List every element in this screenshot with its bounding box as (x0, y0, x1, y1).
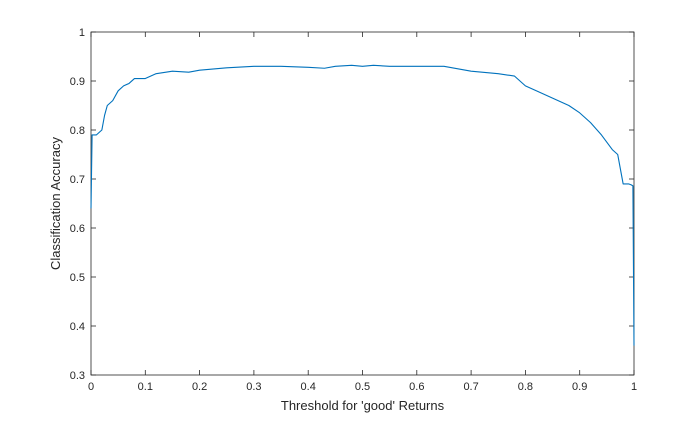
x-axis-label: Threshold for 'good' Returns (281, 398, 445, 413)
plot-area (90, 31, 635, 376)
y-tick-label: 0.6 (70, 223, 85, 235)
y-axis-label: Classification Accuracy (48, 137, 63, 270)
x-tick-label: 0.2 (192, 381, 207, 393)
y-axis-ticks: 0.3 0.4 0.5 0.6 0.7 0.8 0.9 1 (70, 27, 634, 382)
y-tick-label: 0.7 (70, 174, 85, 186)
x-tick-label: 1 (631, 381, 637, 393)
x-tick-label: 0.7 (463, 381, 478, 393)
x-tick-label: 0.3 (246, 381, 261, 393)
series-layer (90, 64, 635, 346)
x-tick-label: 0.1 (138, 381, 153, 393)
x-tick-label: 0.4 (301, 381, 316, 393)
x-tick-label: 0.9 (572, 381, 587, 393)
y-tick-label: 1 (79, 27, 85, 39)
y-tick-label: 0.4 (70, 321, 85, 333)
x-axis-ticks: 0 0.1 0.2 0.3 0.4 0.5 0.6 0.7 0.8 0.9 1 (88, 32, 637, 393)
y-tick-label: 0.9 (70, 76, 85, 88)
y-tick-label: 0.5 (70, 272, 85, 284)
x-tick-label: 0.6 (409, 381, 424, 393)
y-tick-label: 0.8 (70, 125, 85, 137)
x-tick-label: 0.5 (355, 381, 370, 393)
series-line-0 (90, 64, 635, 346)
x-tick-label: 0 (88, 381, 94, 393)
y-tick-label: 0.3 (70, 370, 85, 382)
x-tick-label: 0.8 (518, 381, 533, 393)
